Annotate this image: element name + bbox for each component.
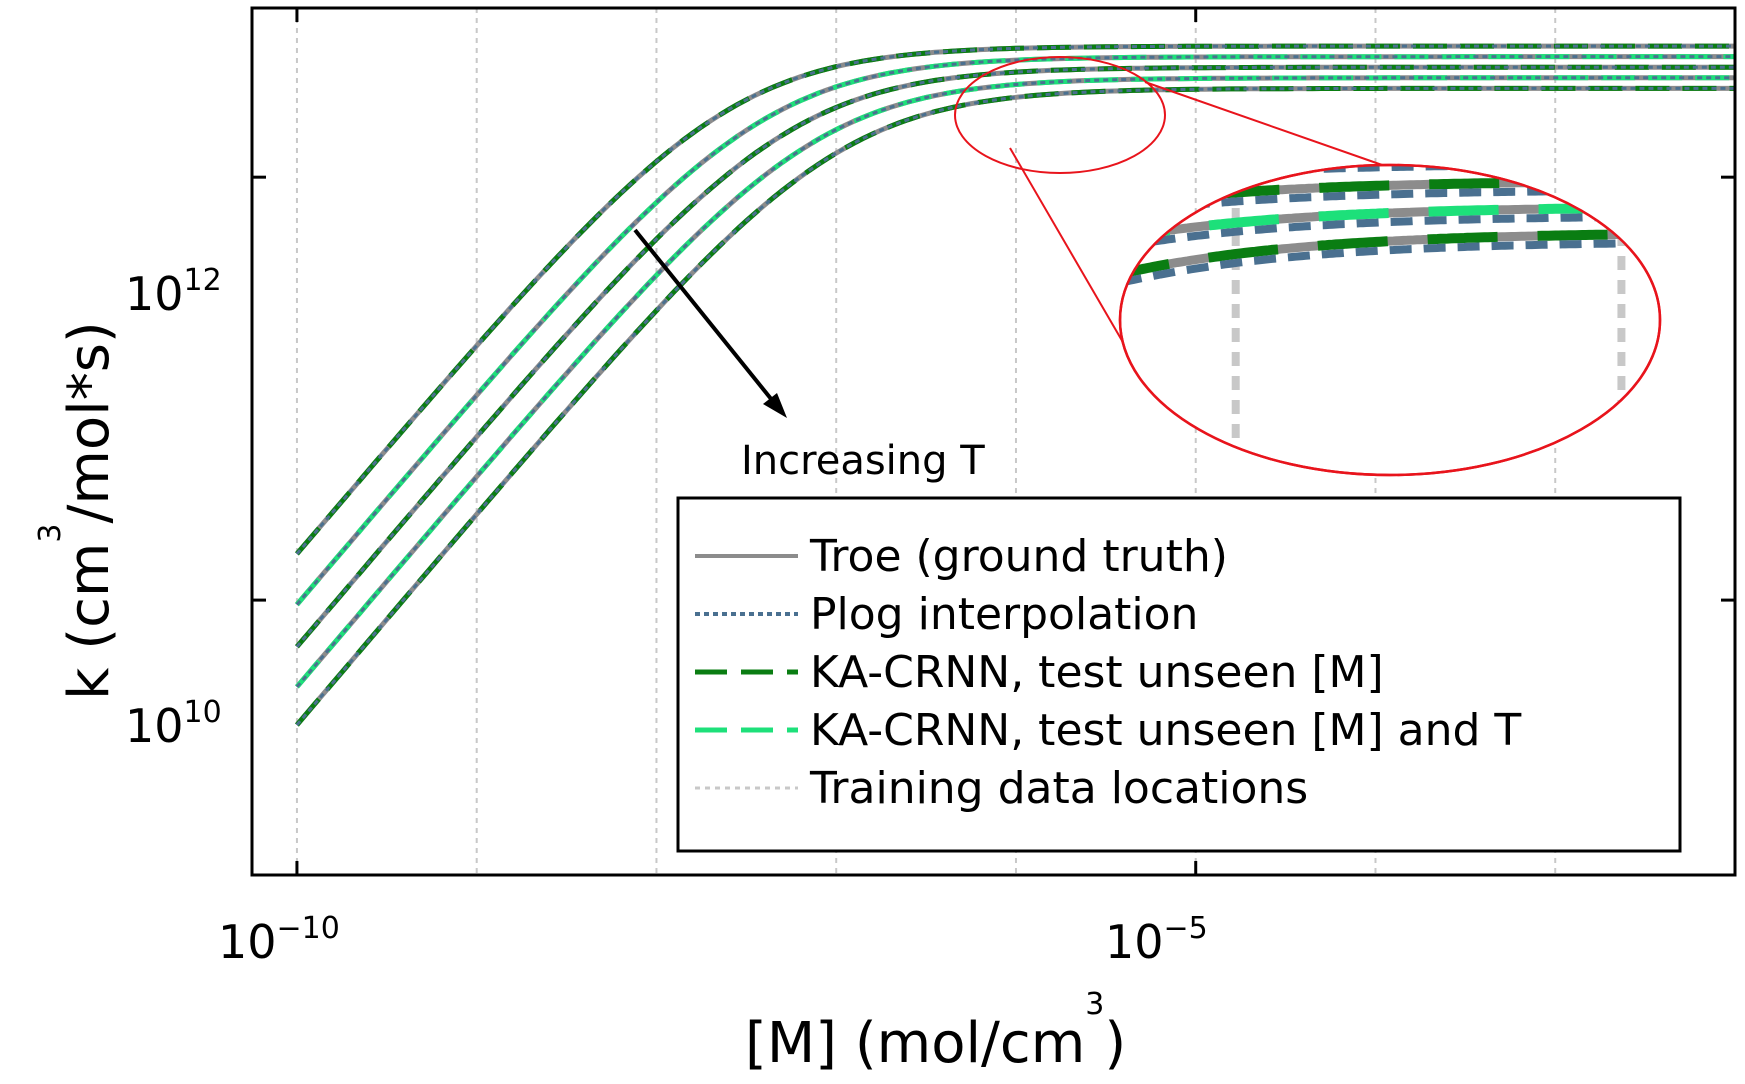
axis-ticks [252, 8, 1735, 875]
increasing-t-label: Increasing T [741, 438, 985, 484]
legend: Troe (ground truth) Plog interpolation KA-… [676, 496, 1682, 853]
y-tick-label-1e12: 1012 [125, 263, 222, 321]
y-tick-label-1e10: 1010 [125, 695, 222, 753]
inset-ka-crnn-curve-0 [1120, 129, 1660, 140]
zoom-connector-bottom [1009, 147, 1143, 376]
inset-troe-curve-0 [1120, 129, 1660, 140]
x-tick-label-1e-5: 10−5 [1105, 911, 1208, 969]
rate-curves [294, 43, 1735, 727]
increasing-t-annotation: Increasing T [633, 228, 985, 484]
zoom-source-ellipse [954, 56, 1166, 174]
zoom-connector-top [1144, 81, 1386, 167]
inset-plog-curve-4 [1120, 239, 1660, 287]
x-tick-label-1e-10: 10−10 [218, 911, 340, 969]
legend-label-2: KA-CRNN, test unseen [M] [810, 647, 1384, 698]
plog-curve-0 [295, 44, 1735, 555]
inset-ka-crnn-curve-3 [1120, 202, 1660, 243]
inset-plog-curve-0 [1120, 138, 1660, 149]
arrow-head-icon [763, 393, 787, 418]
plog-curve-3 [295, 76, 1735, 688]
plog-curve-1 [295, 55, 1735, 606]
ka-crnn-curve-4 [294, 85, 1735, 727]
zoom-inset-border [1118, 163, 1662, 477]
inset-plog-curve-3 [1120, 212, 1660, 251]
y-axis-title: k (cm3/mol*s) [33, 321, 122, 700]
x-axis-title: [M] (mol/cm3) [745, 987, 1126, 1076]
legend-label-1: Plog interpolation [810, 589, 1198, 640]
plot-frame [250, 6, 1737, 877]
legend-label-4: Training data locations [809, 763, 1308, 814]
plog-curve-2 [295, 65, 1735, 648]
legend-label-0: Troe (ground truth) [809, 531, 1228, 582]
inset-ka-crnn-curve-4 [1120, 229, 1660, 279]
increasing-t-arrow [633, 228, 782, 412]
legend-label-3: KA-CRNN, test unseen [M] and T [810, 705, 1521, 756]
legend-box [676, 496, 1682, 853]
